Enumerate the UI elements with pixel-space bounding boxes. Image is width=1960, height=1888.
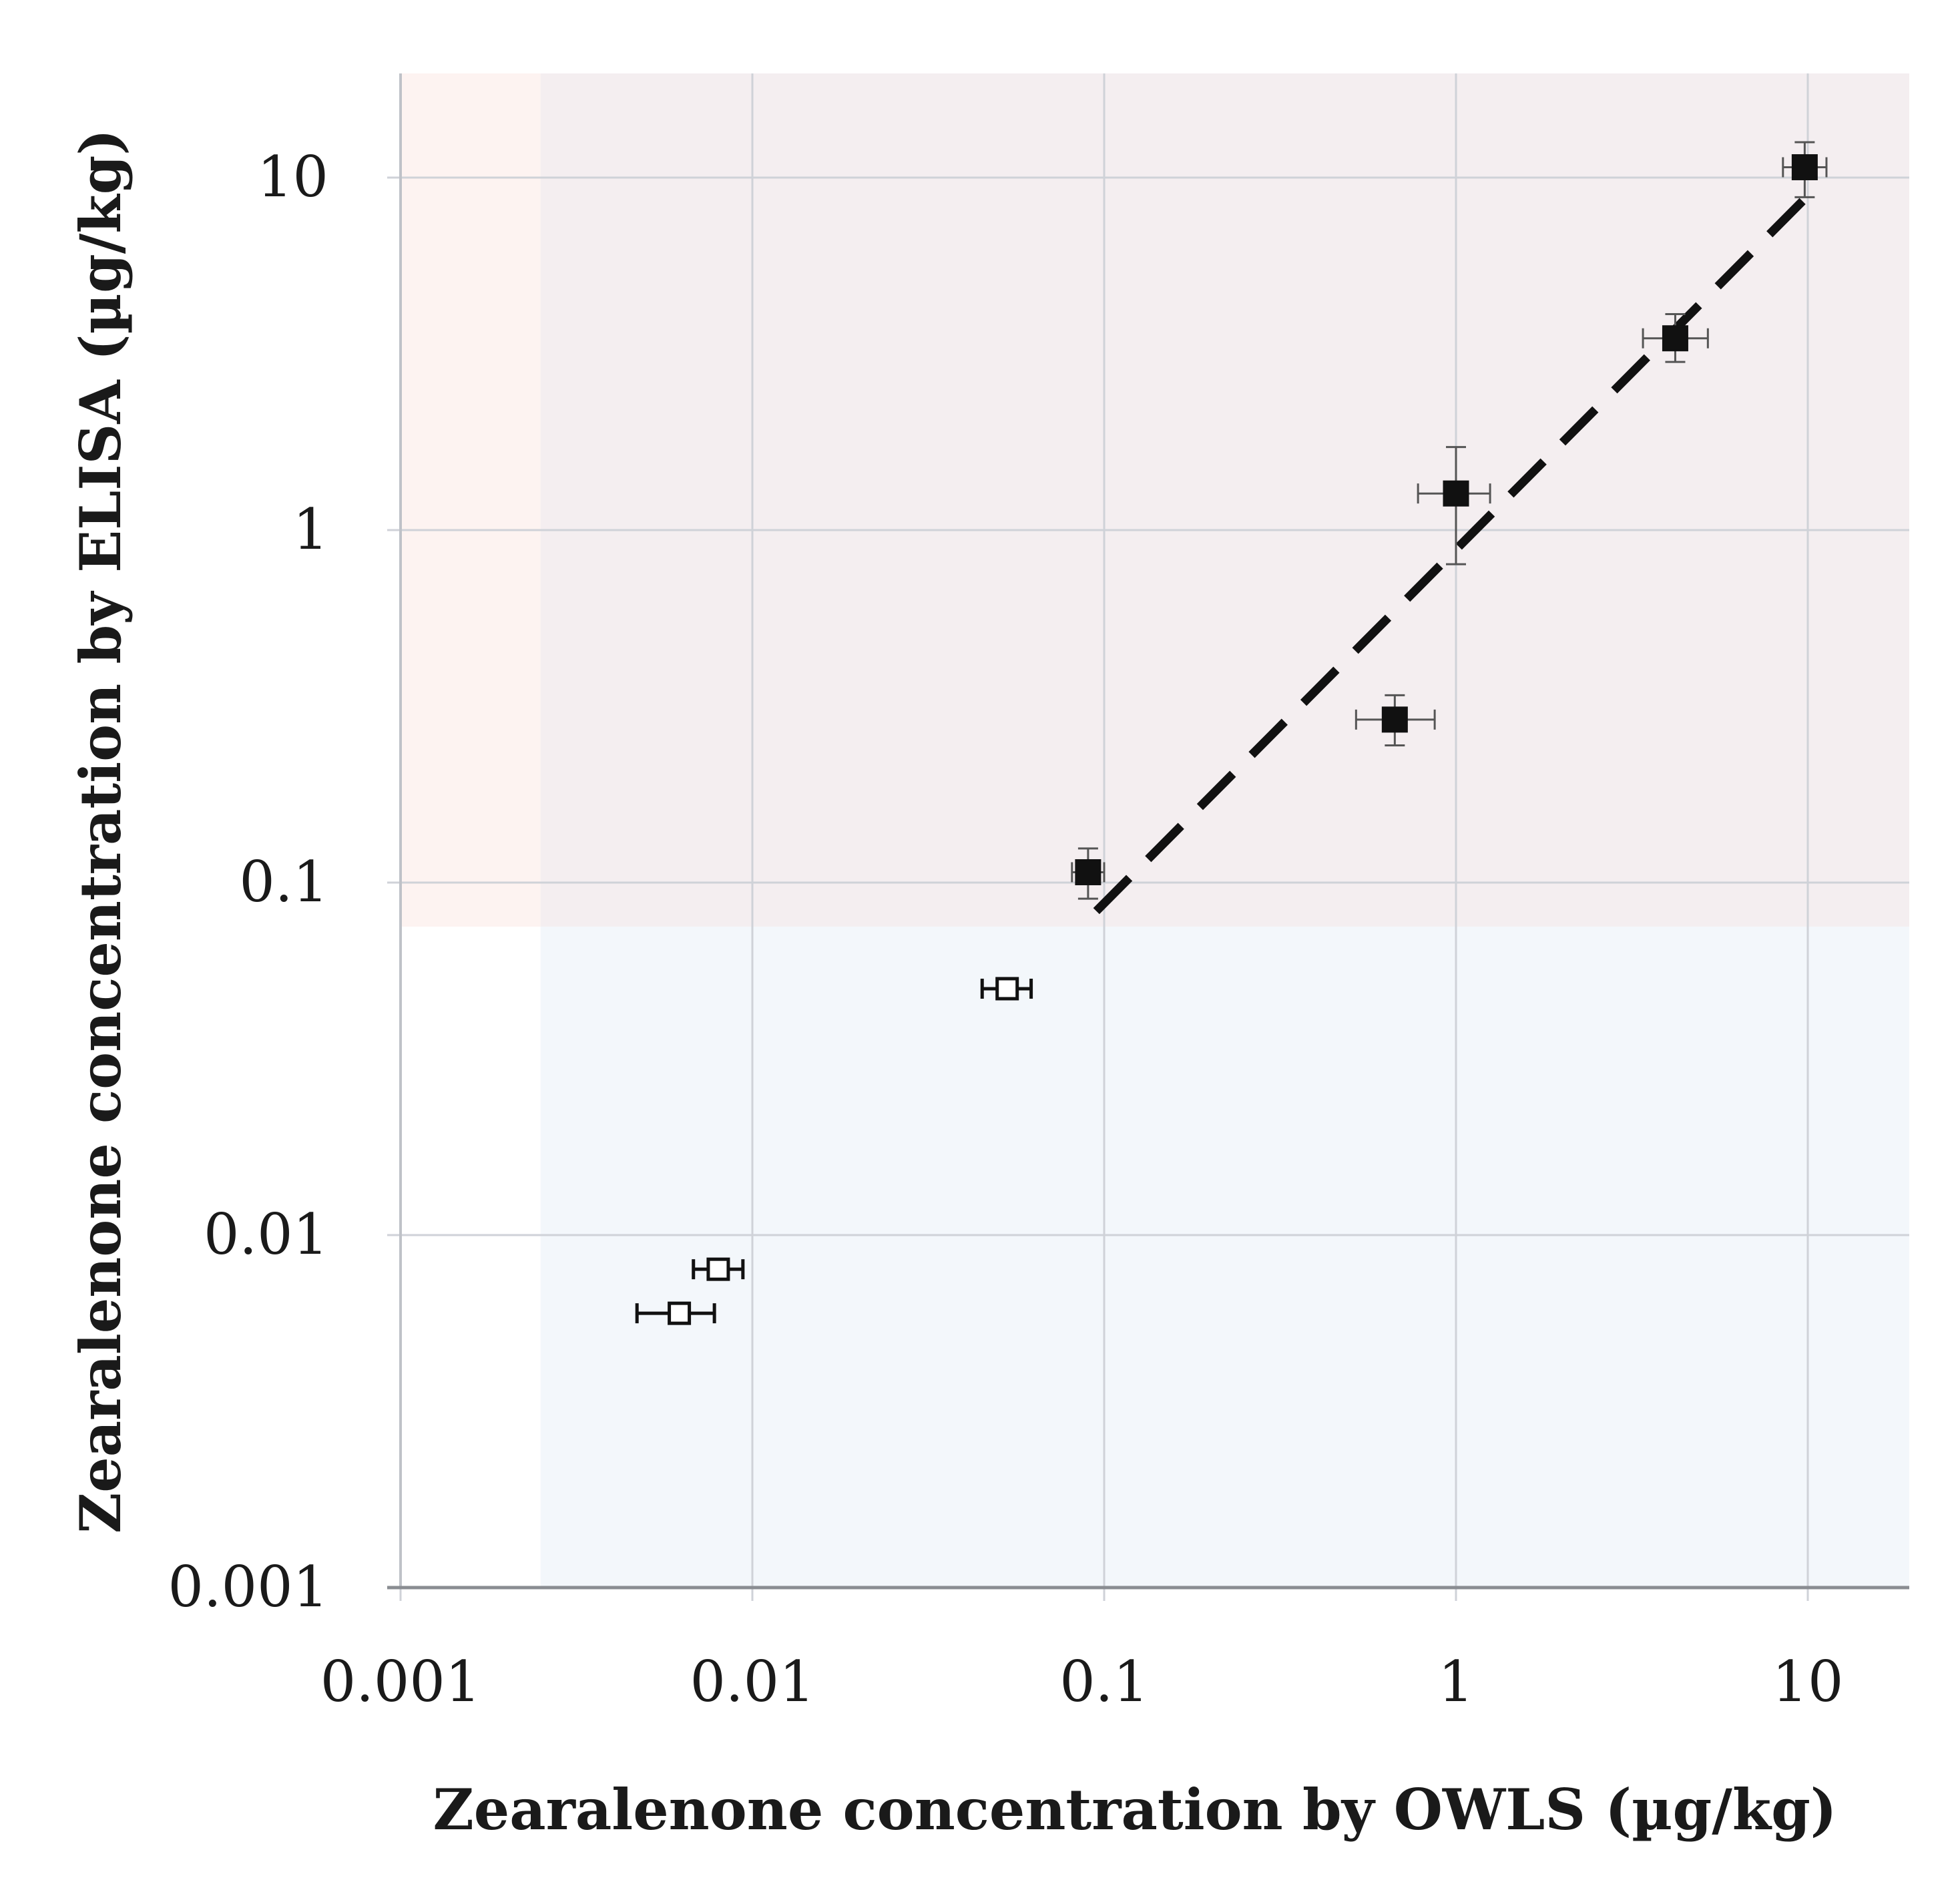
x-tick-label-2: 0.1 bbox=[1059, 1649, 1149, 1714]
region-lower-region bbox=[540, 926, 1909, 1588]
open-point-0 bbox=[980, 977, 1033, 1001]
y-tick-label-0: 0.001 bbox=[168, 1554, 328, 1620]
open-point-2 bbox=[635, 1301, 716, 1325]
x-tick-label-3: 1 bbox=[1438, 1649, 1473, 1714]
open-square-marker bbox=[706, 1257, 730, 1281]
x-tick-label-0: 0.001 bbox=[320, 1649, 481, 1714]
filled-point-4 bbox=[1782, 141, 1828, 198]
filled-square-marker bbox=[1075, 859, 1101, 885]
data-points bbox=[635, 141, 1828, 1325]
region-upper-region bbox=[540, 73, 1909, 927]
x-tick-label-1: 0.01 bbox=[690, 1649, 814, 1714]
y-axis-ticks: 0.001 0.01 0.1 1 10 bbox=[168, 144, 328, 1620]
filled-point-0 bbox=[1071, 847, 1106, 900]
region-left-strip bbox=[401, 73, 541, 927]
x-tick-label-4: 10 bbox=[1772, 1649, 1844, 1714]
axes bbox=[387, 73, 1909, 1590]
filled-square-marker bbox=[1662, 325, 1688, 352]
filled-point-2 bbox=[1417, 446, 1491, 565]
fit-line bbox=[1093, 196, 1808, 915]
filled-square-marker bbox=[1443, 480, 1469, 507]
filled-point-1 bbox=[1355, 694, 1436, 747]
shaded-regions bbox=[401, 73, 1909, 1588]
y-tick-label-1: 0.01 bbox=[204, 1202, 328, 1267]
open-square-marker bbox=[995, 977, 1019, 1001]
fit-line-group bbox=[1093, 196, 1808, 915]
y-axis-title: Zearalenone concentration by ELISA (µg/k… bbox=[67, 129, 134, 1533]
y-tick-label-2: 0.1 bbox=[239, 849, 328, 915]
filled-square-marker bbox=[1381, 706, 1408, 733]
filled-square-marker bbox=[1791, 154, 1818, 180]
open-point-1 bbox=[692, 1257, 745, 1281]
open-square-marker bbox=[668, 1301, 692, 1325]
x-axis-ticks: 0.001 0.01 0.1 1 10 bbox=[320, 1649, 1844, 1714]
y-tick-label-3: 1 bbox=[293, 497, 328, 562]
filled-point-3 bbox=[1642, 312, 1709, 363]
y-tick-label-4: 10 bbox=[257, 144, 328, 210]
x-axis-title: Zearalenone concentration by OWLS (µg/kg… bbox=[433, 1777, 1836, 1843]
